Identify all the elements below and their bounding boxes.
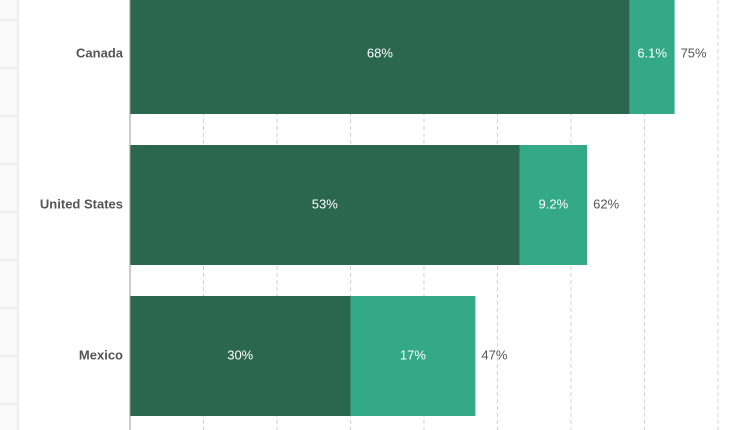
total-label: 75%	[681, 45, 707, 60]
value-label: 9.2%	[539, 196, 569, 211]
value-label: 68%	[367, 45, 393, 60]
bar-segment	[629, 0, 675, 114]
value-label: 17%	[400, 347, 426, 362]
side-panel	[0, 0, 18, 430]
bar-segment	[130, 0, 630, 114]
bar-segment	[130, 145, 520, 265]
category-label: Canada	[76, 45, 124, 60]
bar-segment	[130, 296, 351, 416]
value-label: 53%	[312, 196, 338, 211]
bar-segment	[350, 296, 476, 416]
category-label: Mexico	[79, 347, 123, 362]
value-label: 6.1%	[637, 45, 667, 60]
category-label: United States	[40, 196, 123, 211]
total-label: 47%	[481, 347, 507, 362]
value-label: 30%	[227, 347, 253, 362]
bar-segment	[519, 145, 588, 265]
total-label: 62%	[593, 196, 619, 211]
